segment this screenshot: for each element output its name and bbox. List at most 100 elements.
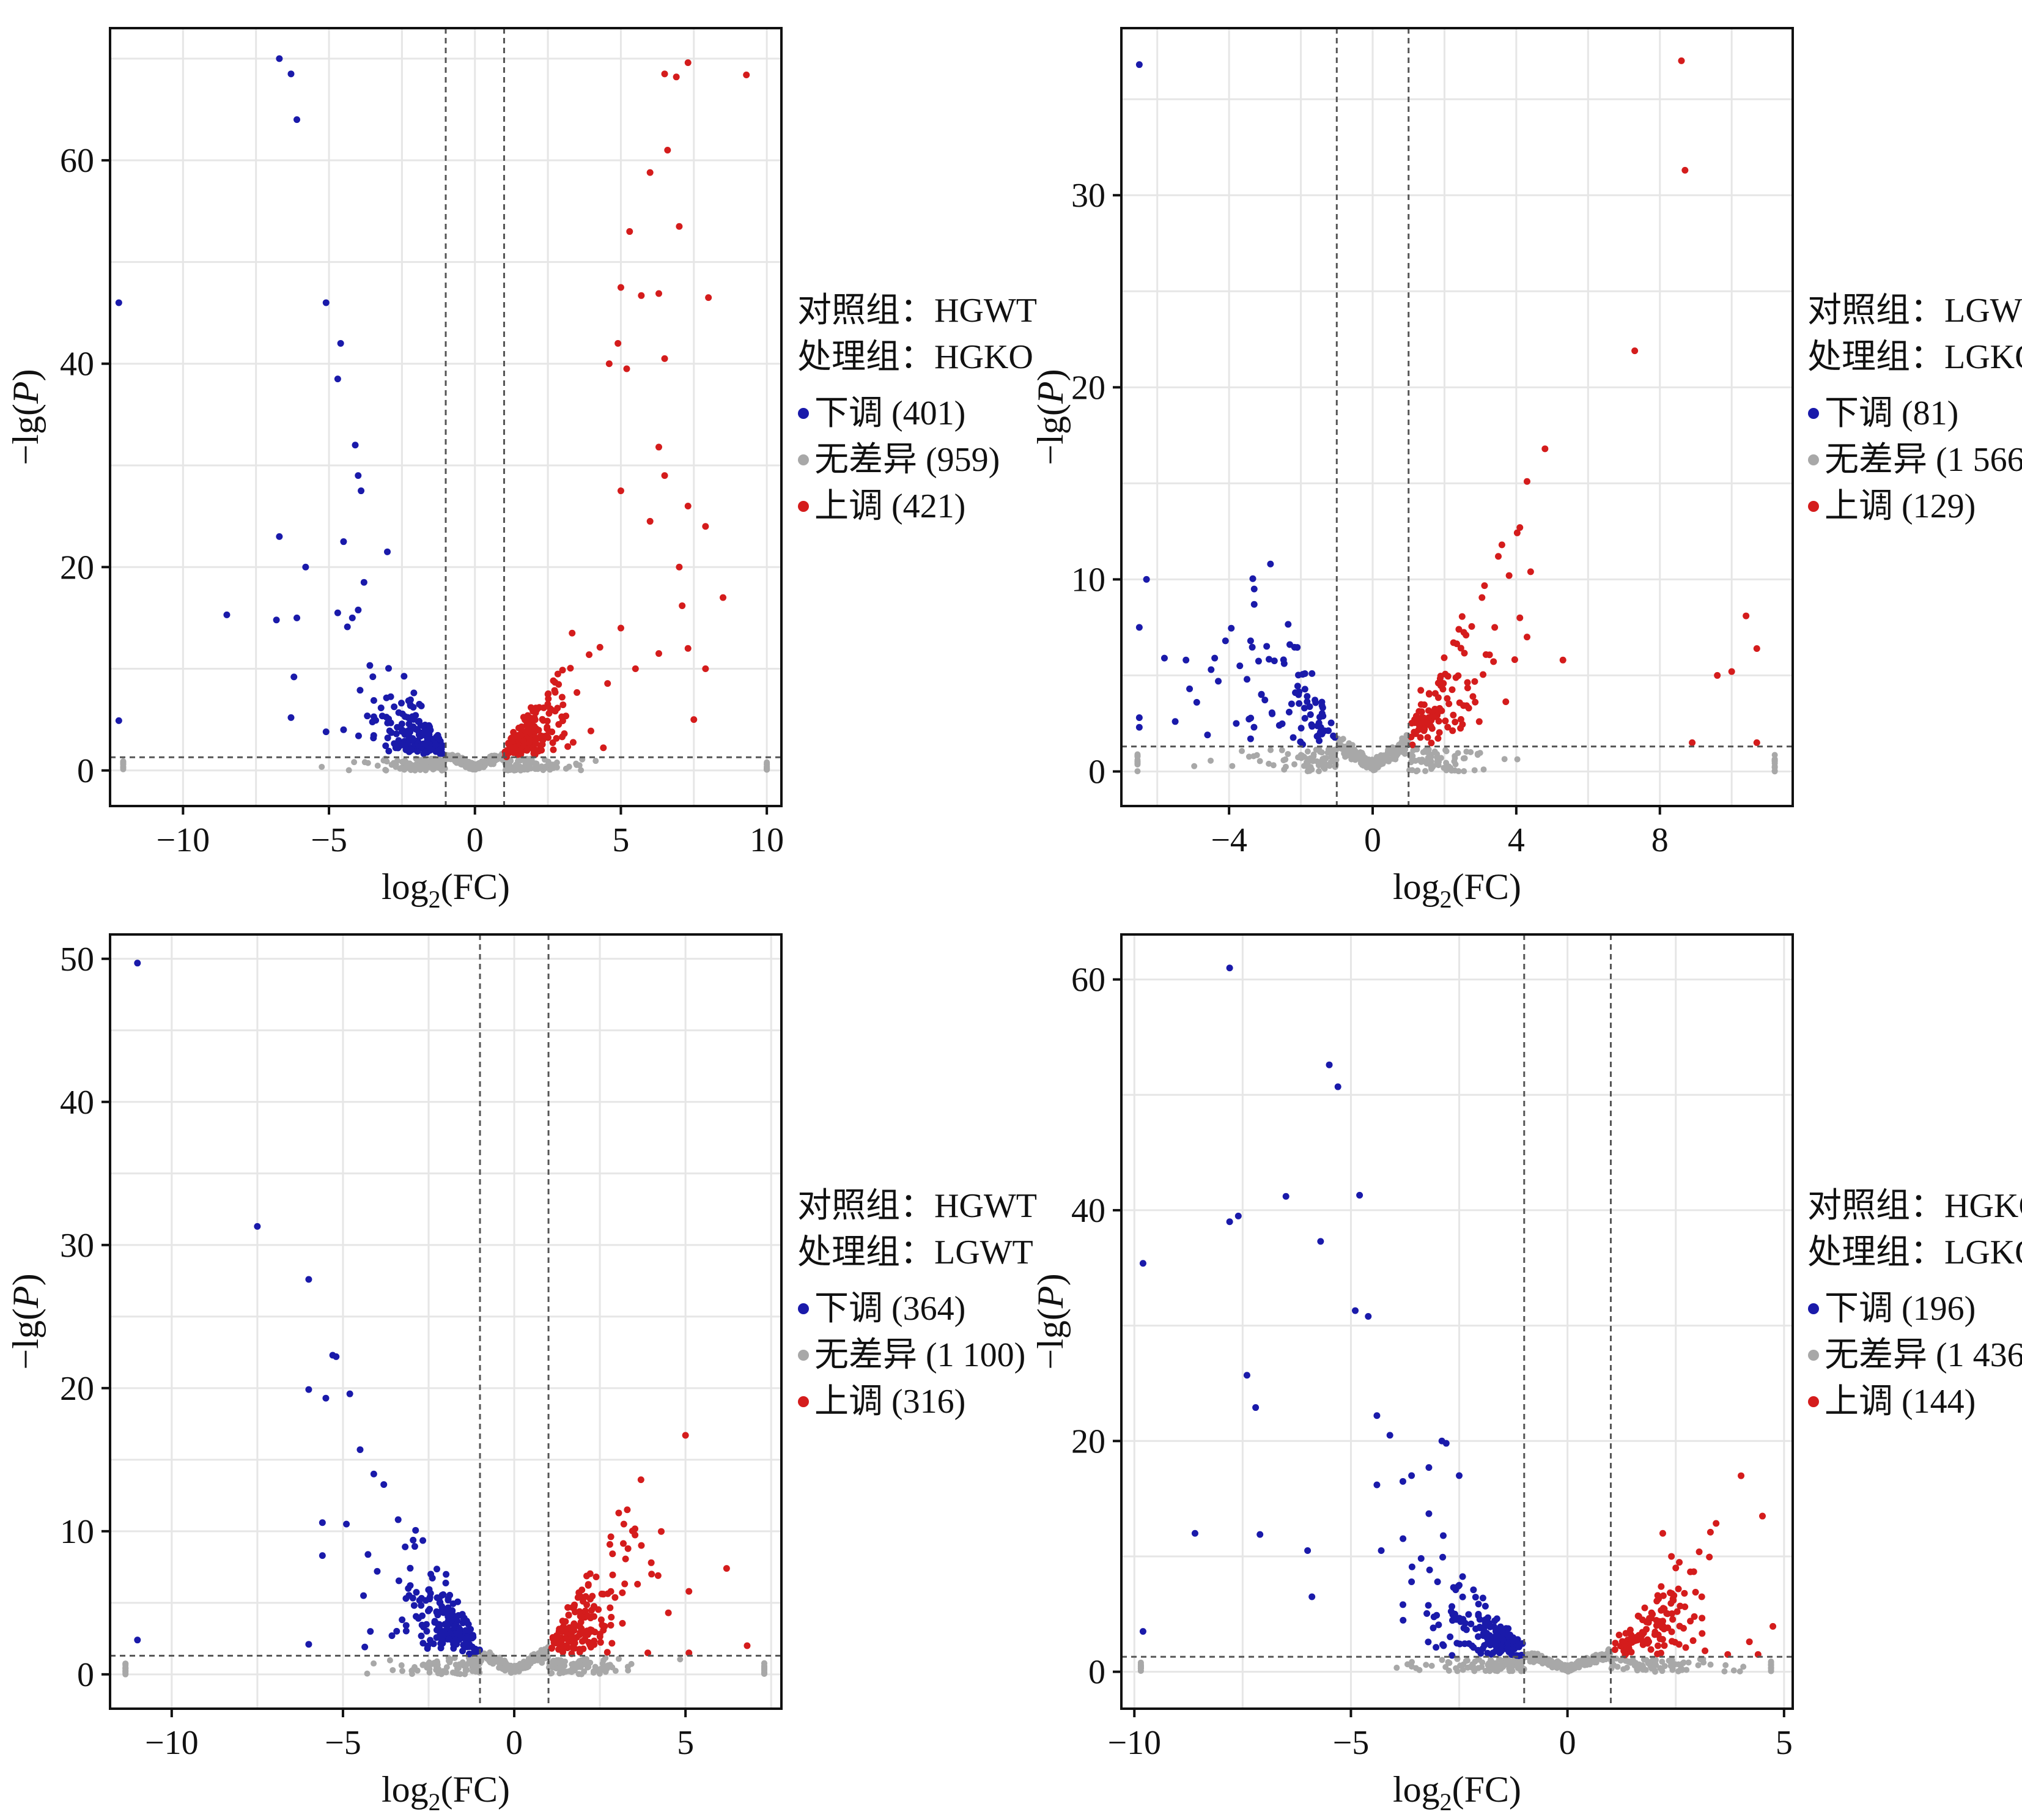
- data-points: [115, 55, 770, 774]
- x-tick-label: 5: [612, 821, 629, 859]
- point-no-difference: [1668, 1660, 1675, 1666]
- point-no-difference: [532, 1657, 539, 1663]
- point-down-regulated: [1191, 1530, 1198, 1537]
- point-down-regulated: [1408, 1472, 1415, 1479]
- point-no-difference: [1707, 1661, 1714, 1668]
- point-no-difference: [1446, 1660, 1453, 1666]
- point-no-difference: [398, 1662, 405, 1669]
- legend-control-label: 对照组：: [1807, 1186, 1944, 1226]
- x-axis-title-base: log: [1393, 1769, 1440, 1810]
- x-tick-label: 5: [1776, 1724, 1793, 1762]
- point-no-difference: [556, 1670, 563, 1677]
- point-down-regulated: [454, 1598, 462, 1605]
- point-no-difference: [1401, 747, 1408, 753]
- point-down-regulated: [413, 1589, 420, 1596]
- point-down-regulated: [344, 623, 351, 631]
- point-up-regulated: [1457, 645, 1464, 652]
- point-up-regulated: [665, 1609, 672, 1616]
- point-no-difference: [1423, 749, 1430, 755]
- point-down-regulated: [385, 747, 393, 755]
- point-up-regulated: [1611, 1646, 1618, 1654]
- plot-frame: [1120, 933, 1794, 1710]
- point-no-difference: [443, 1664, 450, 1671]
- point-up-regulated: [604, 680, 611, 687]
- point-no-difference: [399, 758, 405, 765]
- point-up-regulated: [624, 1506, 631, 1514]
- point-no-difference: [467, 1657, 473, 1663]
- point-down-regulated: [407, 702, 414, 709]
- point-no-difference: [487, 1655, 494, 1662]
- point-up-regulated: [569, 739, 577, 746]
- point-no-difference: [1497, 1657, 1504, 1663]
- point-down-regulated: [364, 1551, 372, 1558]
- point-no-difference: [1585, 1658, 1592, 1665]
- point-no-difference: [1640, 1666, 1647, 1673]
- y-tick-label: 40: [60, 346, 94, 383]
- point-down-regulated: [1135, 61, 1143, 68]
- point-up-regulated: [545, 709, 553, 717]
- point-up-regulated: [617, 624, 624, 632]
- point-down-regulated: [355, 606, 362, 613]
- point-up-regulated: [1417, 687, 1425, 694]
- point-no-difference: [1250, 753, 1257, 760]
- legend-spacer: [1893, 394, 1902, 432]
- point-down-regulated: [393, 1627, 400, 1635]
- point-up-regulated: [1615, 1632, 1623, 1639]
- point-down-regulated: [1307, 711, 1314, 718]
- point-up-regulated: [1658, 1583, 1665, 1590]
- legend-item-up: 上调 (316): [814, 1382, 965, 1421]
- point-down-regulated: [1215, 678, 1222, 685]
- point-down-regulated: [393, 730, 400, 738]
- point-no-difference: [374, 763, 381, 769]
- point-down-regulated: [1334, 1083, 1341, 1090]
- point-up-regulated: [661, 355, 668, 362]
- point-up-regulated: [1434, 694, 1442, 701]
- point-no-difference: [478, 763, 484, 770]
- point-down-regulated: [1160, 654, 1168, 662]
- point-no-difference: [677, 1656, 684, 1663]
- point-down-regulated: [437, 1640, 445, 1647]
- point-up-regulated: [1753, 645, 1760, 652]
- y-tick-label: 10: [1071, 561, 1105, 599]
- point-up-regulated: [1659, 1622, 1666, 1629]
- point-up-regulated: [1441, 654, 1448, 661]
- point-no-difference: [1378, 761, 1384, 768]
- point-up-regulated: [1687, 1618, 1694, 1625]
- y-tick-label: 20: [60, 549, 94, 586]
- point-no-difference: [462, 1667, 469, 1674]
- point-no-difference: [1393, 1665, 1400, 1671]
- point-up-regulated: [576, 1649, 583, 1656]
- point-down-regulated: [1492, 1628, 1499, 1635]
- point-up-regulated: [586, 651, 593, 659]
- point-up-regulated: [648, 1570, 655, 1578]
- point-up-regulated: [664, 147, 671, 154]
- point-no-difference: [1611, 1662, 1617, 1668]
- legend-spacer: [1893, 487, 1902, 525]
- legend-item-no-difference: 无差异 (1 436): [1825, 1335, 2022, 1375]
- point-down-regulated: [1250, 601, 1258, 608]
- legend-treatment-label: 处理组：: [797, 337, 934, 377]
- point-no-difference: [1444, 764, 1451, 771]
- point-up-regulated: [607, 1533, 614, 1541]
- point-no-difference: [1740, 1663, 1747, 1670]
- point-up-regulated: [1707, 1528, 1714, 1536]
- legend-spacer: [883, 394, 891, 432]
- point-no-difference: [319, 763, 325, 770]
- point-up-regulated: [1453, 640, 1461, 648]
- point-down-regulated: [410, 689, 418, 697]
- point-down-regulated: [434, 747, 441, 755]
- point-no-difference: [1291, 761, 1298, 768]
- legend-series-count: (401): [891, 394, 965, 432]
- point-up-regulated: [1559, 656, 1566, 664]
- point-down-regulated: [1172, 718, 1179, 725]
- y-tick-label: 20: [1071, 1422, 1105, 1460]
- legend-series-count: (144): [1902, 1383, 1976, 1421]
- point-down-regulated: [1290, 734, 1297, 741]
- legend-item-up: 上调 (144): [1825, 1382, 1976, 1421]
- point-up-regulated: [1449, 727, 1456, 734]
- point-no-difference: [533, 760, 540, 767]
- point-no-difference: [1730, 1667, 1737, 1674]
- point-up-regulated: [584, 1611, 591, 1619]
- point-down-regulated: [1211, 654, 1219, 662]
- point-no-difference: [1428, 763, 1434, 769]
